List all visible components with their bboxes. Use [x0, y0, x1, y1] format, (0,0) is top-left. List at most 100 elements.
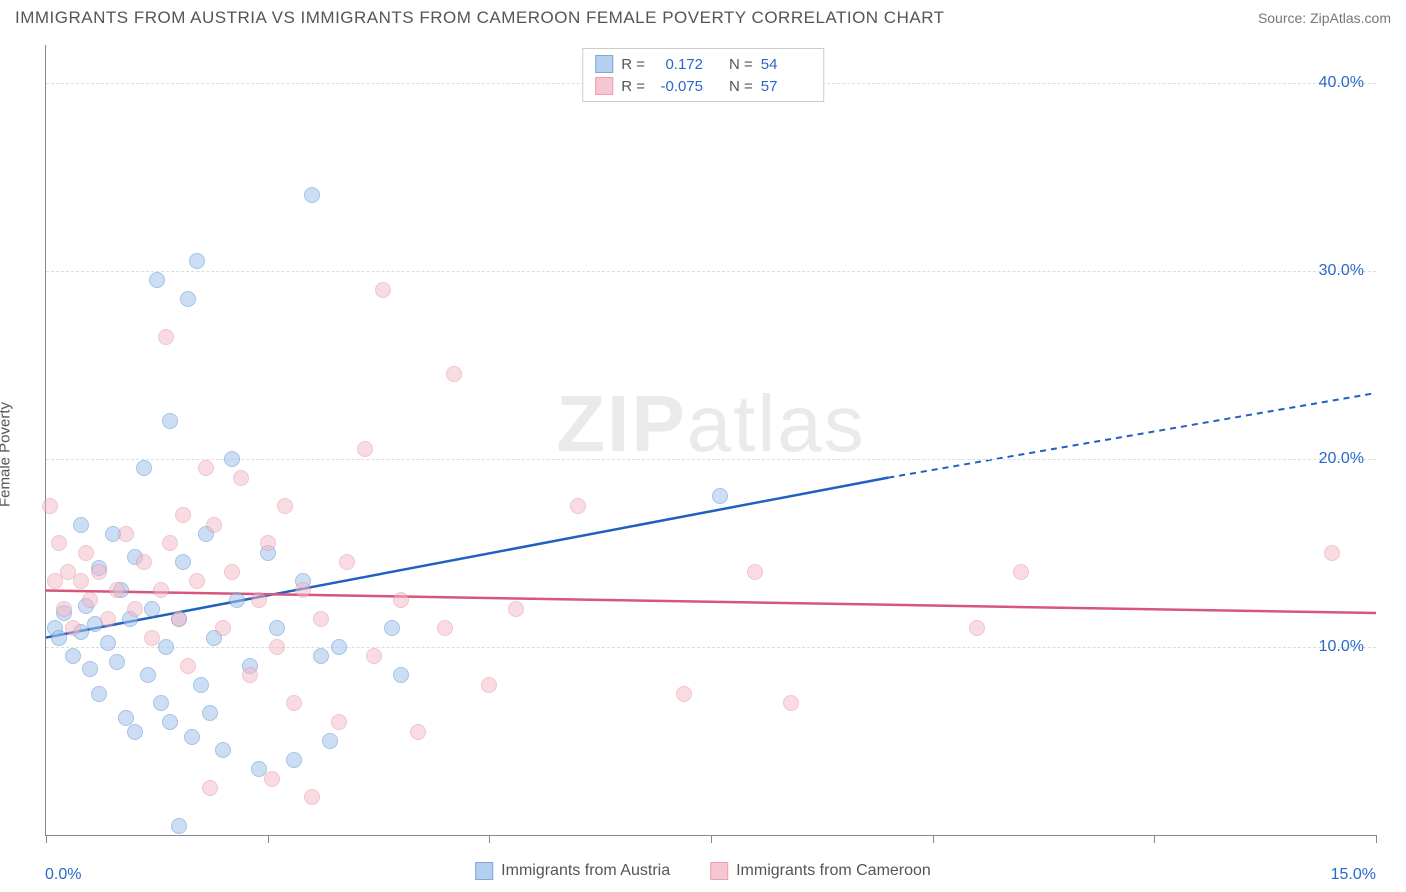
chart-title: IMMIGRANTS FROM AUSTRIA VS IMMIGRANTS FR… [15, 8, 945, 28]
data-point [783, 695, 799, 711]
gridline [46, 459, 1376, 460]
gridline [46, 271, 1376, 272]
data-point [153, 582, 169, 598]
data-point [269, 620, 285, 636]
data-point [242, 667, 258, 683]
data-point [184, 729, 200, 745]
n-label: N = [729, 56, 753, 73]
data-point [109, 582, 125, 598]
data-point [158, 639, 174, 655]
data-point [162, 714, 178, 730]
data-point [171, 611, 187, 627]
data-point [51, 535, 67, 551]
x-tick [711, 835, 712, 843]
x-tick [489, 835, 490, 843]
data-point [446, 366, 462, 382]
data-point [375, 282, 391, 298]
x-tick-max: 15.0% [1331, 866, 1376, 884]
legend-swatch [595, 55, 613, 73]
data-point [42, 498, 58, 514]
r-value: 0.172 [653, 56, 703, 73]
data-point [162, 413, 178, 429]
data-point [189, 573, 205, 589]
source-label: Source: ZipAtlas.com [1258, 10, 1391, 26]
data-point [339, 554, 355, 570]
data-point [304, 789, 320, 805]
data-point [269, 639, 285, 655]
r-value: -0.075 [653, 78, 703, 95]
data-point [180, 658, 196, 674]
data-point [264, 771, 280, 787]
data-point [100, 635, 116, 651]
correlation-legend: R = 0.172 N = 54 R = -0.075 N = 57 [582, 48, 824, 102]
data-point [149, 272, 165, 288]
x-tick [46, 835, 47, 843]
data-point [171, 818, 187, 834]
data-point [65, 648, 81, 664]
x-tick [933, 835, 934, 843]
data-point [206, 517, 222, 533]
data-point [295, 582, 311, 598]
y-tick-label: 40.0% [1319, 74, 1364, 92]
data-point [747, 564, 763, 580]
data-point [570, 498, 586, 514]
n-value: 57 [761, 78, 811, 95]
data-point [56, 601, 72, 617]
y-axis-label: Female Poverty [0, 402, 14, 507]
chart-area: ZIPatlas 10.0% 20.0% 30.0% 40.0% [45, 45, 1376, 836]
n-value: 54 [761, 56, 811, 73]
legend-swatch [595, 77, 613, 95]
data-point [175, 507, 191, 523]
data-point [277, 498, 293, 514]
data-point [136, 460, 152, 476]
series-name: Immigrants from Cameroon [736, 862, 931, 880]
data-point [331, 714, 347, 730]
data-point [127, 724, 143, 740]
legend-swatch [475, 862, 493, 880]
x-tick [268, 835, 269, 843]
data-point [65, 620, 81, 636]
y-tick-label: 10.0% [1319, 638, 1364, 656]
r-label: R = [621, 56, 645, 73]
data-point [153, 695, 169, 711]
legend-row: R = -0.075 N = 57 [595, 75, 811, 97]
data-point [969, 620, 985, 636]
y-tick-label: 20.0% [1319, 450, 1364, 468]
data-point [91, 564, 107, 580]
legend-swatch [710, 862, 728, 880]
data-point [251, 592, 267, 608]
data-point [304, 187, 320, 203]
data-point [224, 451, 240, 467]
y-tick-label: 30.0% [1319, 262, 1364, 280]
data-point [127, 601, 143, 617]
data-point [144, 601, 160, 617]
data-point [118, 526, 134, 542]
data-point [202, 705, 218, 721]
data-point [233, 470, 249, 486]
watermark: ZIPatlas [556, 378, 865, 470]
data-point [322, 733, 338, 749]
data-point [91, 686, 107, 702]
trend-lines [46, 45, 1376, 835]
data-point [215, 620, 231, 636]
data-point [224, 564, 240, 580]
data-point [393, 592, 409, 608]
data-point [260, 535, 276, 551]
data-point [193, 677, 209, 693]
x-tick-min: 0.0% [45, 866, 81, 884]
data-point [357, 441, 373, 457]
r-label: R = [621, 78, 645, 95]
data-point [73, 573, 89, 589]
data-point [162, 535, 178, 551]
data-point [215, 742, 231, 758]
data-point [175, 554, 191, 570]
data-point [393, 667, 409, 683]
data-point [366, 648, 382, 664]
data-point [109, 654, 125, 670]
series-legend-item: Immigrants from Austria [475, 862, 670, 880]
data-point [180, 291, 196, 307]
data-point [78, 545, 94, 561]
data-point [508, 601, 524, 617]
data-point [82, 592, 98, 608]
n-label: N = [729, 78, 753, 95]
